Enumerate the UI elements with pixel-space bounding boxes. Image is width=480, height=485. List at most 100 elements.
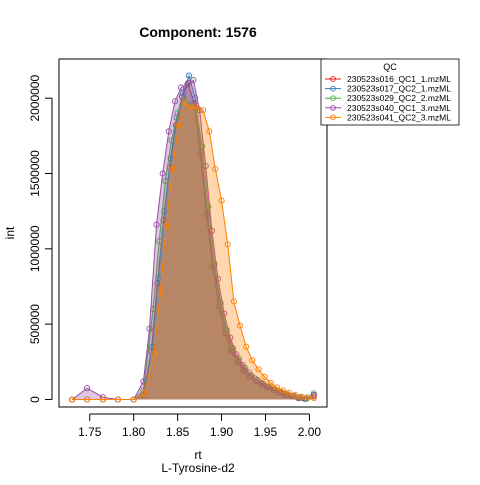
x-tick-label-3: 1.85 (166, 425, 190, 439)
series-2-point-12 (179, 90, 186, 97)
plot-frame (58, 58, 328, 408)
series-4-point-21 (233, 351, 240, 358)
series-5-point-16 (206, 128, 213, 135)
axes-layer: 1.75 1.80 1.85 1.90 1.95 2.00 0 500000 1000000 15… (28, 75, 321, 439)
series-4-point-14 (190, 77, 197, 84)
legend: QC 230523s016_QC1_1.mzML230523s017_QC2_1… (320, 58, 460, 126)
series-3-point-14 (193, 105, 200, 112)
series-5-point-18 (218, 197, 225, 204)
series-4-point-26 (264, 383, 271, 390)
series-3-point-18 (217, 300, 224, 307)
legend-marker-3 (330, 95, 336, 102)
series-3-point-16 (205, 203, 212, 210)
legend-marker-5 (330, 114, 336, 121)
series-4-point-18 (214, 275, 222, 282)
series-4-point-10 (165, 128, 172, 135)
series-2-point-14 (192, 95, 199, 102)
y-tick-label-5: 2000000 (28, 75, 42, 122)
series-area-5 (72, 102, 314, 400)
series-5-point-33 (310, 394, 317, 402)
x-tick-label-6: 2.00 (298, 425, 322, 439)
series-5-point-28 (280, 387, 287, 394)
legend-label-3: 230523s029_QC2_2.mzML (347, 93, 451, 103)
legend-box (320, 58, 460, 126)
y-tick-label-2: 500000 (28, 304, 42, 344)
x-tick-label-1: 1.75 (78, 425, 102, 439)
series-4-point-6 (140, 378, 147, 385)
series-3-point-8 (156, 238, 163, 245)
legend-label-1: 230523s016_QC1_1.mzML (347, 74, 451, 84)
x-tick-label-5: 1.95 (254, 425, 278, 439)
y-tick-label-1: 0 (28, 396, 42, 403)
series-3-point-12 (180, 95, 187, 102)
series-3-point-10 (168, 137, 175, 144)
series-5-point-20 (230, 298, 237, 305)
series-5-point-10 (169, 165, 176, 173)
series-5-point-17 (212, 165, 219, 173)
series-5-point-22 (243, 343, 250, 350)
series-5-point-5 (130, 396, 137, 403)
y-tick-label-4: 1500000 (28, 150, 42, 197)
y-tick-label-3: 1000000 (28, 225, 42, 272)
series-5-point-26 (267, 379, 274, 386)
series-5-point-1 (69, 396, 76, 403)
legend-title: QC (383, 62, 397, 72)
series-5-point-7 (150, 351, 157, 358)
series-5-point-27 (273, 384, 280, 391)
chart-title: Component: 1576 (139, 24, 257, 40)
legend-marker-4 (330, 104, 336, 111)
series-5-point-3 (99, 396, 106, 403)
series-4-point-22 (239, 361, 246, 368)
legend-marker-1 (330, 76, 336, 82)
legend-label-2: 230523s017_QC2_1.mzML (347, 84, 451, 94)
series-1-point-20 (228, 348, 235, 355)
series-4-point-24 (251, 375, 258, 382)
series-5-point-21 (236, 322, 244, 329)
series-5-point-9 (163, 223, 170, 230)
series-5-point-23 (249, 357, 256, 364)
x-axis-label: rt (194, 448, 202, 462)
series-5-point-30 (292, 391, 299, 398)
series-5-point-24 (255, 366, 262, 373)
legend-items: 230523s016_QC1_1.mzML230523s017_QC2_1.mz… (325, 74, 451, 122)
series-5-point-12 (181, 99, 188, 106)
series-1-point-12 (178, 93, 186, 100)
series-3-point-6 (140, 387, 147, 394)
series-5-point-11 (175, 122, 182, 129)
x-tick-label-2: 1.80 (122, 425, 146, 439)
series-4-point-11 (171, 98, 179, 105)
series-2-point-10 (167, 155, 174, 162)
series-5-point-13 (187, 104, 194, 111)
series-5-point-31 (298, 393, 305, 400)
series-5-point-6 (141, 390, 148, 397)
series-4-point-19 (221, 310, 228, 317)
series-5-point-2 (84, 396, 91, 403)
series-5-point-32 (304, 394, 311, 401)
series-area-3 (72, 98, 314, 400)
series-4-point-8 (153, 221, 160, 228)
series-area-4 (72, 80, 314, 400)
series-3-point-17 (211, 260, 218, 267)
series-4-point-13 (184, 81, 191, 88)
series-area-2 (72, 75, 314, 400)
series-5-point-8 (156, 290, 164, 298)
series-3-point-11 (174, 110, 181, 117)
series-5-point-19 (224, 241, 231, 248)
series-3-point-21 (236, 355, 243, 362)
series-4-point-16 (202, 162, 209, 170)
series-2-point-13 (185, 72, 193, 79)
series-area-1 (72, 83, 314, 400)
series-5-point-14 (193, 104, 201, 111)
legend-marker-2 (330, 85, 336, 92)
series-5-point-25 (261, 373, 268, 380)
series-4-point-7 (146, 325, 153, 332)
series-4-point-12 (178, 84, 185, 91)
series-4-point-9 (159, 170, 166, 177)
y-axis-label: int (3, 226, 17, 239)
series-5-point-29 (286, 389, 293, 396)
series-3-point-9 (162, 177, 169, 185)
series-4-point-17 (208, 227, 215, 234)
x-axis-sublabel: L-Tyrosine-d2 (161, 461, 235, 475)
